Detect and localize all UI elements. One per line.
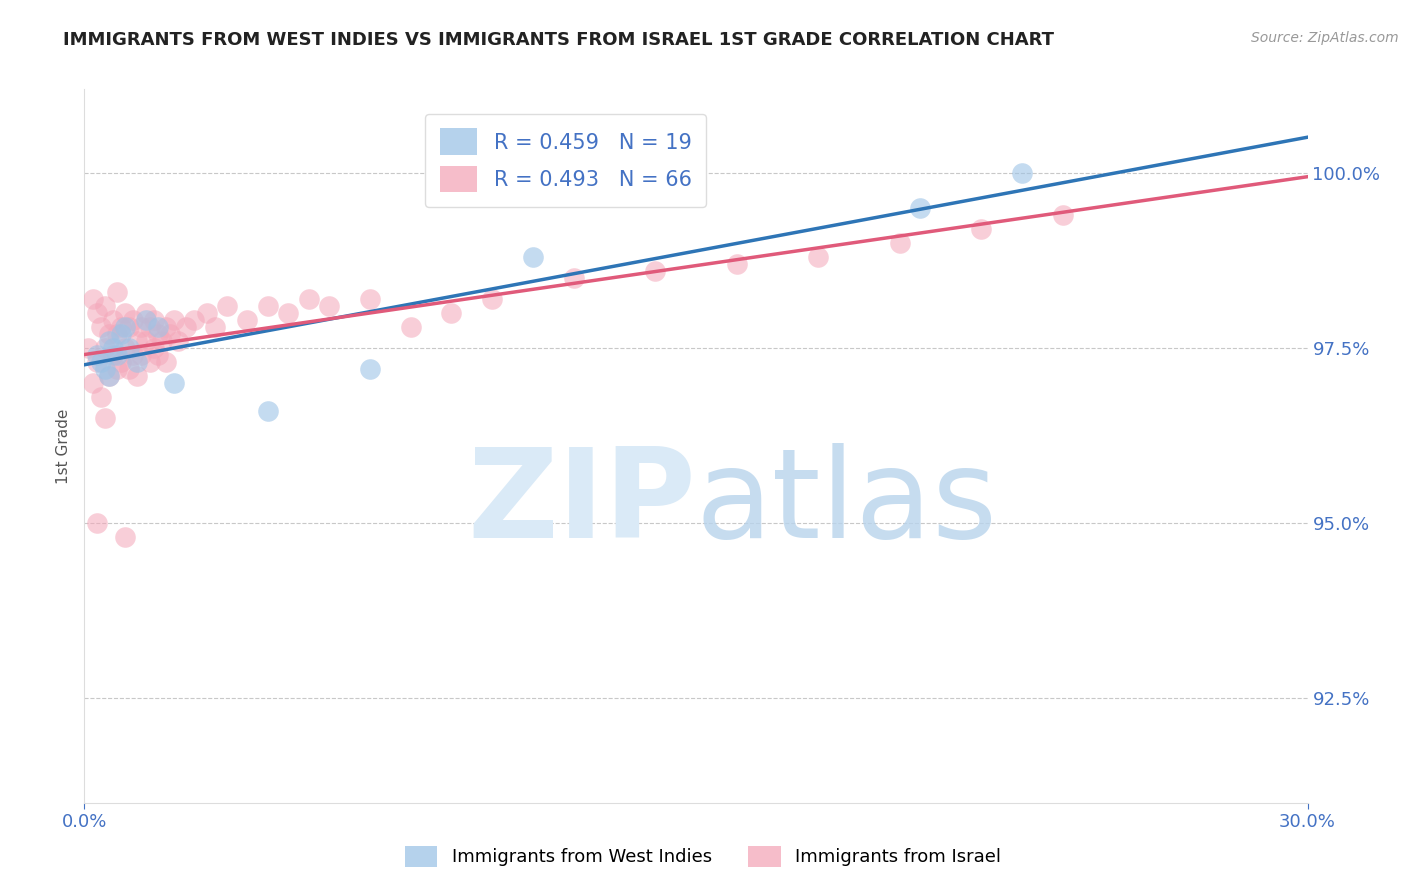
Point [93, 299, 115, 313]
Point [167, 334, 190, 348]
Point [118, 320, 141, 334]
Point [725, 257, 748, 271]
Point [127, 334, 149, 348]
Point [118, 362, 141, 376]
Point [807, 250, 830, 264]
Point [114, 320, 136, 334]
Point [110, 320, 132, 334]
Point [90, 320, 112, 334]
Point [97, 327, 120, 342]
Point [93, 411, 115, 425]
Point [183, 313, 205, 327]
Point [440, 306, 463, 320]
Point [135, 306, 157, 320]
Point [163, 313, 186, 327]
Point [174, 320, 197, 334]
Point [910, 201, 932, 215]
Point [562, 271, 585, 285]
Point [131, 348, 153, 362]
Point [359, 362, 381, 376]
Point [93, 362, 115, 376]
Point [644, 264, 666, 278]
Point [155, 355, 177, 369]
Point [105, 285, 128, 299]
Point [146, 320, 169, 334]
Point [122, 348, 145, 362]
Point [131, 320, 153, 334]
Text: atlas: atlas [696, 442, 998, 564]
Point [150, 334, 173, 348]
Point [122, 313, 145, 327]
Point [135, 334, 157, 348]
Text: IMMIGRANTS FROM WEST INDIES VS IMMIGRANTS FROM ISRAEL 1ST GRADE CORRELATION CHAR: IMMIGRANTS FROM WEST INDIES VS IMMIGRANT… [63, 31, 1054, 49]
Point [146, 348, 169, 362]
Point [90, 355, 112, 369]
Point [195, 306, 218, 320]
Point [101, 348, 124, 362]
Point [146, 327, 169, 342]
Point [86, 516, 108, 530]
Point [86, 348, 108, 362]
Point [97, 369, 120, 384]
Point [86, 355, 108, 369]
Point [277, 306, 299, 320]
Point [138, 355, 160, 369]
Point [90, 390, 112, 404]
Point [399, 320, 422, 334]
Point [889, 236, 911, 251]
Point [1052, 208, 1074, 222]
Point [82, 376, 104, 390]
Text: ZIP: ZIP [467, 442, 696, 564]
Point [101, 341, 124, 355]
Point [970, 222, 993, 236]
Point [155, 320, 177, 334]
Point [105, 348, 128, 362]
Point [142, 341, 165, 355]
Point [127, 355, 149, 369]
Point [135, 313, 157, 327]
Point [110, 355, 132, 369]
Point [105, 327, 128, 342]
Point [159, 327, 181, 342]
Legend: Immigrants from West Indies, Immigrants from Israel: Immigrants from West Indies, Immigrants … [398, 838, 1008, 874]
Point [236, 313, 259, 327]
Point [82, 292, 104, 306]
Point [318, 299, 340, 313]
Point [114, 341, 136, 355]
Point [522, 250, 544, 264]
Point [359, 292, 381, 306]
Point [257, 299, 280, 313]
Point [257, 404, 280, 418]
Point [217, 299, 239, 313]
Point [142, 313, 165, 327]
Point [101, 313, 124, 327]
Point [114, 306, 136, 320]
Point [298, 292, 321, 306]
Point [97, 369, 120, 384]
Point [97, 334, 120, 348]
Point [118, 341, 141, 355]
Point [127, 369, 149, 384]
Point [204, 320, 226, 334]
Point [138, 320, 160, 334]
Point [481, 292, 503, 306]
Point [114, 530, 136, 544]
Point [110, 327, 132, 342]
Point [86, 306, 108, 320]
Legend: R = 0.459   N = 19, R = 0.493   N = 66: R = 0.459 N = 19, R = 0.493 N = 66 [425, 114, 706, 207]
Text: Source: ZipAtlas.com: Source: ZipAtlas.com [1251, 31, 1399, 45]
Point [105, 362, 128, 376]
Y-axis label: 1st Grade: 1st Grade [56, 409, 72, 483]
Point [163, 376, 186, 390]
Point [77, 341, 100, 355]
Point [93, 341, 115, 355]
Point [1011, 166, 1033, 180]
